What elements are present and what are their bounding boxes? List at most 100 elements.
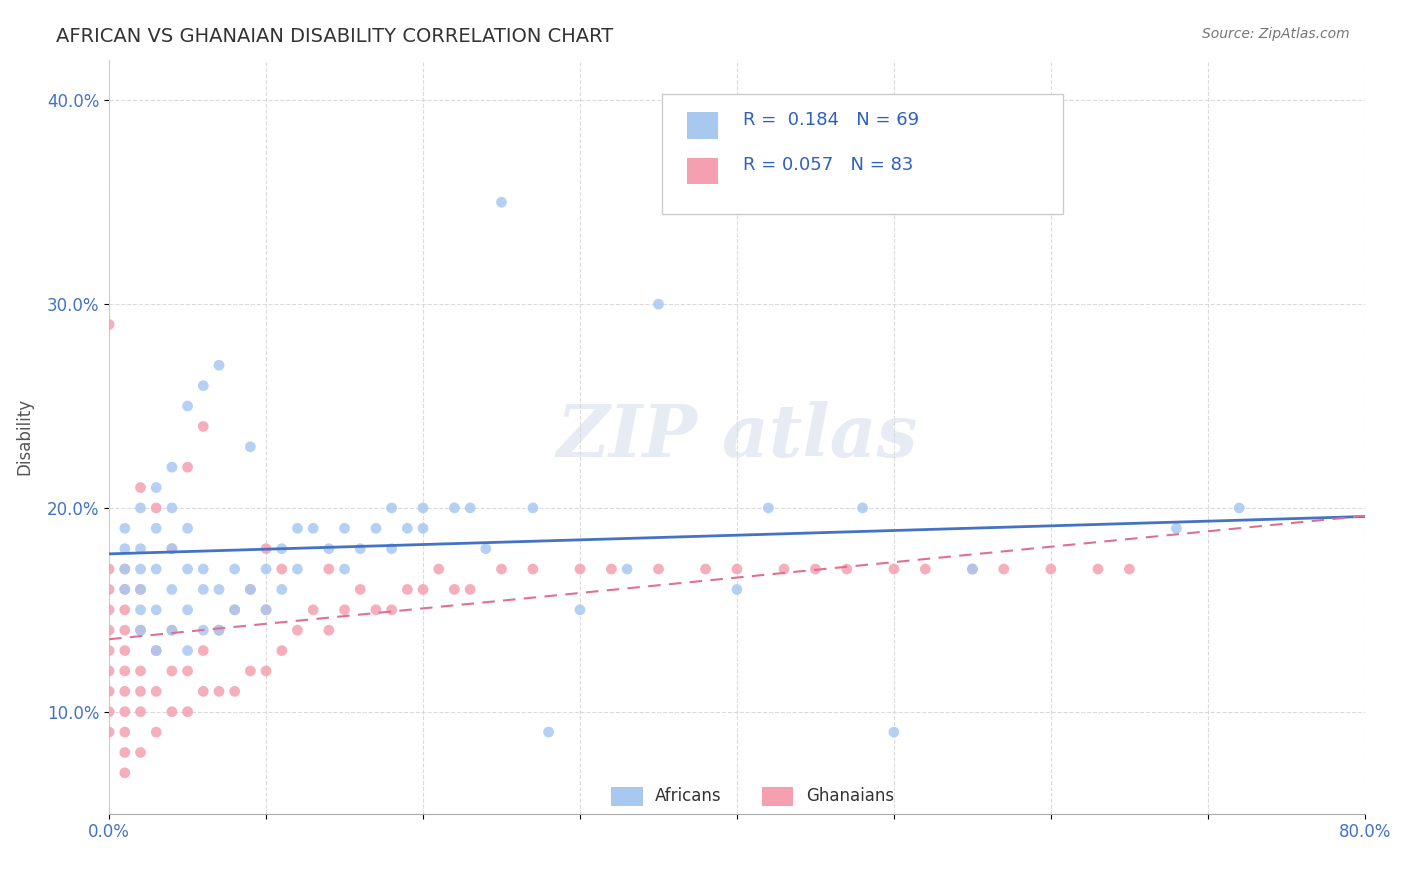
Point [270,541,292,556]
Point [270,562,292,576]
Point [160,500,183,515]
Point [224,603,246,617]
Point [458,500,481,515]
Point [176,603,198,617]
Point [160,582,183,597]
Point [914,562,936,576]
Point [616,562,638,576]
Point [239,664,262,678]
Point [193,419,215,434]
Point [537,725,560,739]
Point [1227,500,1250,515]
Bar [612,788,643,806]
Point [114,582,136,597]
Text: ZIP atlas: ZIP atlas [557,401,918,472]
Point [349,541,371,556]
Point [114,562,136,576]
Point [129,562,152,576]
Point [208,359,231,373]
Point [129,582,152,597]
Point [725,582,748,597]
Point [318,541,340,556]
Point [114,582,136,597]
Point [129,582,152,597]
Point [145,643,167,657]
Point [647,562,669,576]
Point [333,603,356,617]
Point [1166,521,1188,535]
Bar [686,112,718,139]
Point [129,481,152,495]
Point [600,562,623,576]
Point [756,500,779,515]
Point [114,603,136,617]
Point [239,582,262,597]
Point [176,521,198,535]
Point [569,562,592,576]
Point [224,684,246,698]
Y-axis label: Disability: Disability [15,398,32,475]
Point [145,643,167,657]
Point [114,684,136,698]
Point [208,623,231,637]
Point [98,318,121,332]
Point [160,623,183,637]
Point [208,623,231,637]
Point [129,603,152,617]
Point [993,562,1015,576]
Point [193,582,215,597]
Point [193,684,215,698]
Point [412,521,434,535]
Point [1039,562,1062,576]
Point [98,725,121,739]
Point [302,603,325,617]
Point [114,664,136,678]
Point [1118,562,1140,576]
Point [114,541,136,556]
Point [160,460,183,475]
Point [160,664,183,678]
Point [160,705,183,719]
Point [98,664,121,678]
Point [193,378,215,392]
Point [396,521,419,535]
Point [239,440,262,454]
Point [491,195,513,210]
Point [254,664,277,678]
Point [522,500,544,515]
Point [129,684,152,698]
Point [349,582,371,597]
Point [318,562,340,576]
Point [224,562,246,576]
Point [381,541,404,556]
Point [98,582,121,597]
Point [491,562,513,576]
Point [364,603,387,617]
Point [318,623,340,637]
Point [114,562,136,576]
Point [114,725,136,739]
Point [381,603,404,617]
FancyBboxPatch shape [662,94,1063,214]
Point [773,562,796,576]
Point [412,500,434,515]
Point [129,500,152,515]
Point [114,705,136,719]
Point [302,521,325,535]
Text: Source: ZipAtlas.com: Source: ZipAtlas.com [1202,27,1350,41]
Point [176,664,198,678]
Point [145,500,167,515]
Point [569,603,592,617]
Bar [762,788,793,806]
Point [176,643,198,657]
Point [695,562,717,576]
Point [254,603,277,617]
Point [114,521,136,535]
Point [145,481,167,495]
Point [458,582,481,597]
Point [160,623,183,637]
Point [287,623,309,637]
Point [522,562,544,576]
Point [98,643,121,657]
Point [254,541,277,556]
